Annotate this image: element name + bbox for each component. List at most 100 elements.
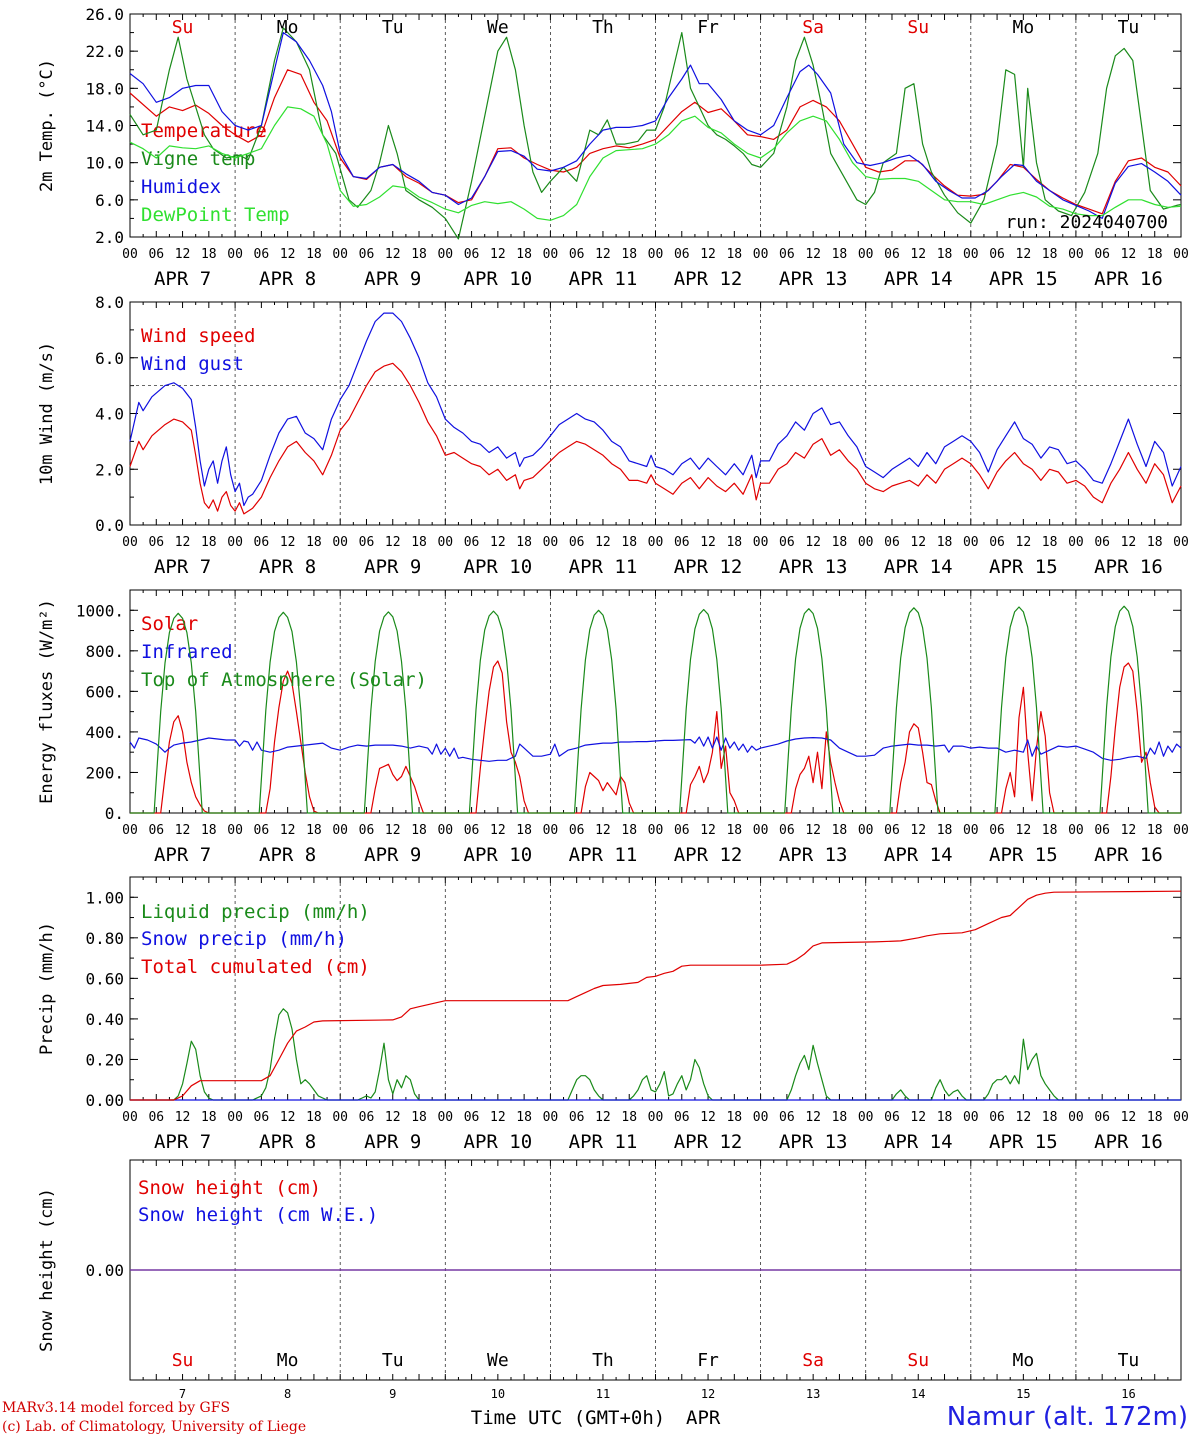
panel-1: 2.0 6.0 10.0 14.0 18.0 22.0 26.0 2m Temp. (°C) T… xyxy=(37,5,1189,290)
y-tick-label: 600. xyxy=(85,682,124,701)
weekday-label: Mo xyxy=(1013,1350,1035,1371)
hour-label: 00 xyxy=(963,1110,979,1125)
date-label: APR 12 xyxy=(674,268,743,290)
y-tick-label: 8.0 xyxy=(95,293,124,312)
hour-label: 18 xyxy=(832,535,848,550)
series-line-wind-speed xyxy=(129,362,1182,515)
hour-label: 00 xyxy=(227,1110,243,1125)
hour-label: 12 xyxy=(700,247,716,262)
hour-label: 06 xyxy=(148,535,164,550)
series-line-total-cumulated-cm- xyxy=(130,890,1182,1101)
hour-label: 00 xyxy=(753,247,769,262)
x-axis-label: Time UTC (GMT+0h) xyxy=(471,1407,665,1429)
y-tick-label: 1000. xyxy=(76,601,124,620)
hour-label: 00 xyxy=(963,535,979,550)
weekday-label: We xyxy=(487,1350,509,1371)
panel-5: 0.00 Snow height (cm) Snow height (cm) Snow… xyxy=(37,1159,1182,1401)
y-axis-label: 10m Wind (m/s) xyxy=(37,342,57,485)
hour-label: 12 xyxy=(805,1110,821,1125)
y-tick-label: 0.00 xyxy=(85,1261,124,1280)
day-number: 15 xyxy=(1016,1387,1030,1401)
y-tick-label: 10.0 xyxy=(85,154,124,173)
hour-label: 18 xyxy=(937,823,953,838)
hour-label: 18 xyxy=(1042,1110,1058,1125)
hour-label: 12 xyxy=(1121,535,1137,550)
hour-label: 18 xyxy=(621,535,637,550)
hour-label: 00 xyxy=(858,535,874,550)
hour-label: 18 xyxy=(1147,823,1163,838)
hour-label: 18 xyxy=(726,535,742,550)
hour-label: 12 xyxy=(700,535,716,550)
hour-label: 12 xyxy=(385,823,401,838)
weekday-label: Th xyxy=(592,1350,614,1371)
hour-label: 12 xyxy=(490,1110,506,1125)
date-label: APR 11 xyxy=(569,556,638,578)
day-number: 16 xyxy=(1121,1387,1135,1401)
date-label: APR 16 xyxy=(1094,556,1163,578)
y-tick-label: 22.0 xyxy=(85,42,124,61)
panel-3: 0. 200. 400. 600. 800. 1000. Energy fluxes (W/… xyxy=(37,589,1189,866)
station-name: Namur (alt. 172m) xyxy=(946,1402,1188,1432)
legend-entry: DewPoint Temp xyxy=(141,204,290,226)
weekday-label: Tu xyxy=(1118,1350,1140,1371)
hour-label: 06 xyxy=(1094,535,1110,550)
hour-label: 00 xyxy=(1173,823,1189,838)
y-tick-label: 1.00 xyxy=(85,888,124,907)
day-number: 8 xyxy=(284,1387,291,1401)
date-label: APR 14 xyxy=(884,268,953,290)
date-label: APR 8 xyxy=(259,556,316,578)
hour-label: 06 xyxy=(148,1110,164,1125)
date-label: APR 12 xyxy=(674,1131,743,1153)
hour-label: 18 xyxy=(411,535,427,550)
hour-label: 18 xyxy=(201,823,217,838)
hour-label: 18 xyxy=(516,823,532,838)
hour-label: 12 xyxy=(1016,535,1032,550)
hour-label: 12 xyxy=(175,1110,191,1125)
hour-label: 18 xyxy=(621,247,637,262)
hour-label: 12 xyxy=(175,247,191,262)
hour-label: 00 xyxy=(437,823,453,838)
hour-label: 06 xyxy=(359,1110,375,1125)
month-label: APR xyxy=(686,1407,721,1429)
hour-label: 00 xyxy=(648,247,664,262)
hour-label: 12 xyxy=(910,823,926,838)
hour-label: 12 xyxy=(910,535,926,550)
date-label: APR 7 xyxy=(154,844,211,866)
hour-label: 18 xyxy=(937,247,953,262)
date-label: APR 15 xyxy=(989,556,1058,578)
hour-label: 12 xyxy=(700,1110,716,1125)
date-label: APR 15 xyxy=(989,844,1058,866)
hour-label: 00 xyxy=(437,535,453,550)
date-label: APR 11 xyxy=(569,1131,638,1153)
date-label: APR 8 xyxy=(259,844,316,866)
date-label: APR 13 xyxy=(779,556,848,578)
weekday-label: Fr xyxy=(697,17,719,38)
y-axis-label: Snow height (cm) xyxy=(37,1188,57,1352)
hour-label: 12 xyxy=(1016,247,1032,262)
panel-4: 0.00 0.20 0.40 0.60 0.80 1.00 Precip (mm/h) Liq… xyxy=(37,876,1189,1153)
weekday-label: Su xyxy=(907,1350,929,1371)
day-number: 14 xyxy=(911,1387,925,1401)
hour-label: 06 xyxy=(884,1110,900,1125)
hour-label: 06 xyxy=(148,823,164,838)
hour-label: 12 xyxy=(805,823,821,838)
hour-label: 00 xyxy=(227,823,243,838)
hour-label: 18 xyxy=(1147,535,1163,550)
hour-label: 12 xyxy=(175,823,191,838)
hour-label: 00 xyxy=(753,1110,769,1125)
hour-label: 00 xyxy=(122,247,138,262)
hour-label: 18 xyxy=(1042,247,1058,262)
hour-label: 06 xyxy=(464,823,480,838)
date-label: APR 11 xyxy=(569,844,638,866)
hour-label: 00 xyxy=(753,823,769,838)
series-line-wind-gust xyxy=(129,312,1182,507)
date-label: APR 7 xyxy=(154,1131,211,1153)
hour-label: 12 xyxy=(595,247,611,262)
hour-label: 00 xyxy=(1068,823,1084,838)
hour-label: 00 xyxy=(858,247,874,262)
hour-label: 00 xyxy=(227,247,243,262)
y-tick-label: 6.0 xyxy=(95,191,124,210)
date-label: APR 11 xyxy=(569,268,638,290)
hour-label: 06 xyxy=(359,535,375,550)
